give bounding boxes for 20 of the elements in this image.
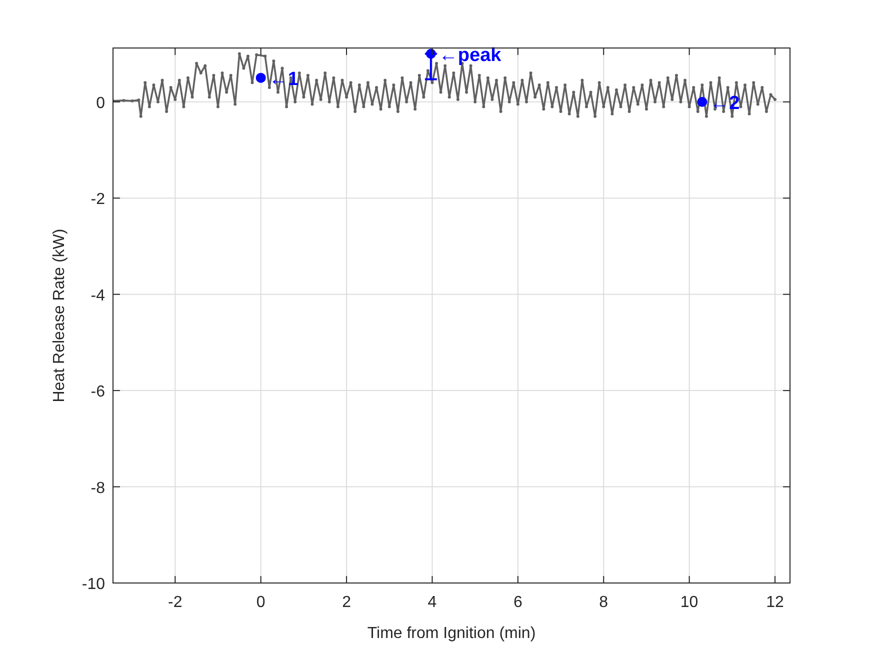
annotation: ←peak <box>438 44 502 66</box>
x-tick-label: 0 <box>256 594 266 611</box>
x-tick-label: 6 <box>513 594 522 611</box>
y-tick-label: -6 <box>90 384 106 401</box>
y-tick-label: -8 <box>90 480 106 497</box>
x-axis-title: Time from Ignition (min) <box>367 625 536 642</box>
point <box>697 96 708 107</box>
x-tick-label: 2 <box>342 594 352 611</box>
x-tick-label: 4 <box>428 594 437 611</box>
y-tick-label: -4 <box>90 287 106 304</box>
x-tick-label: -2 <box>168 594 182 611</box>
x-tick-label: 8 <box>599 594 608 611</box>
y-tick-label: -2 <box>90 191 106 208</box>
x-tick-label: 12 <box>766 594 784 611</box>
point <box>256 72 266 83</box>
y-tick-label: 0 <box>96 94 106 112</box>
y-tick-label: -10 <box>82 576 106 593</box>
x-tick-label: 10 <box>680 594 698 611</box>
point <box>426 48 436 59</box>
y-axis-title: Heat Release Rate (kW) <box>51 228 68 402</box>
